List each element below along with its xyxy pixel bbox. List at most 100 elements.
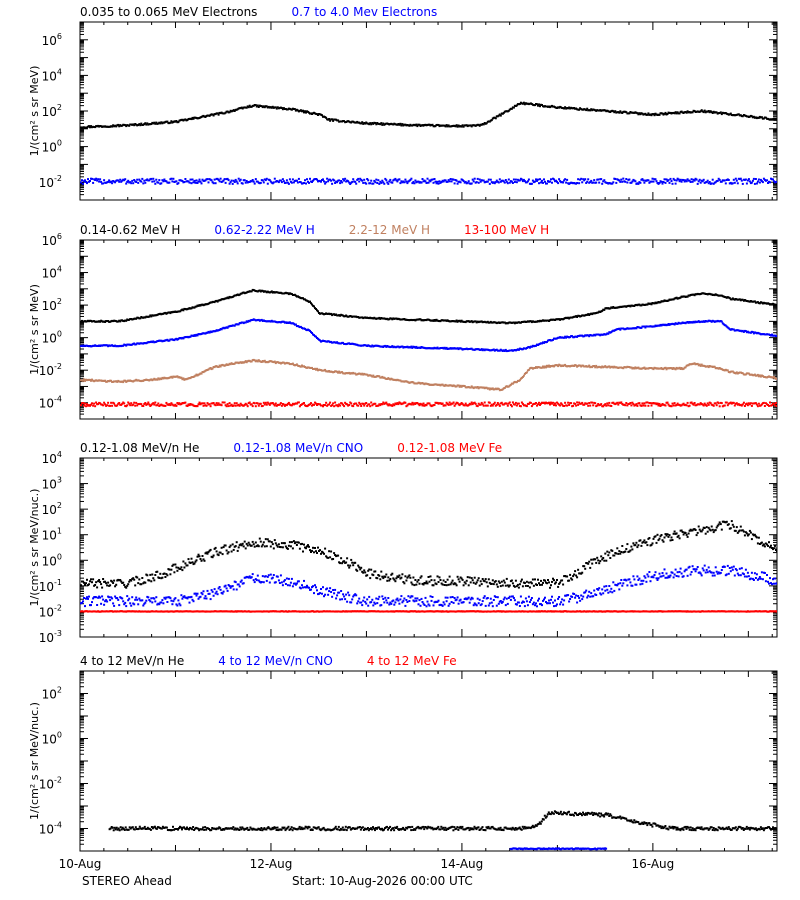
data-point [466, 181, 469, 184]
data-point [91, 177, 93, 180]
data-point [360, 405, 363, 407]
data-point [625, 327, 628, 330]
data-point [485, 122, 488, 125]
data-point [530, 405, 533, 408]
data-point [589, 404, 592, 407]
data-point [196, 334, 199, 337]
data-point [114, 404, 117, 407]
data-point [295, 179, 298, 182]
data-point [685, 404, 688, 407]
data-point [776, 405, 777, 407]
data-point [361, 121, 364, 124]
data-point [735, 371, 738, 374]
data-point [347, 120, 350, 123]
data-point [703, 402, 706, 405]
data-point [661, 182, 664, 185]
data-point [184, 401, 187, 404]
data-point [705, 181, 708, 183]
data-point [92, 181, 95, 184]
data-point [467, 180, 470, 183]
data-point [512, 178, 515, 181]
data-point [374, 181, 377, 184]
data-point [374, 402, 377, 405]
data-point [332, 402, 335, 405]
data-point [396, 180, 399, 183]
data-point [156, 404, 159, 407]
data-point [299, 181, 302, 184]
data-point [373, 179, 376, 182]
data-point [109, 404, 112, 407]
data-point [536, 103, 538, 106]
data-point [114, 344, 117, 347]
data-point [265, 177, 268, 180]
data-point [337, 119, 340, 122]
data-point [276, 106, 279, 109]
data-point [169, 573, 172, 576]
data-point [342, 341, 345, 344]
data-point [416, 125, 419, 128]
data-point [341, 181, 344, 184]
data-point [266, 401, 269, 404]
data-point [416, 347, 419, 349]
data-point [467, 404, 470, 407]
data-point [581, 181, 584, 184]
data-point [584, 178, 587, 181]
data-point [160, 403, 163, 406]
data-point [355, 182, 358, 185]
data-point [128, 402, 131, 405]
data-point [660, 404, 663, 407]
data-point [563, 107, 566, 110]
data-point [323, 340, 325, 342]
data-point [684, 366, 687, 369]
data-point [678, 366, 681, 369]
data-point [200, 182, 203, 185]
data-point [586, 402, 589, 405]
y-tick-label: 10-4 [39, 395, 62, 411]
data-point [700, 109, 703, 112]
data-point [750, 404, 753, 407]
data-point [555, 404, 557, 407]
data-point [585, 109, 588, 112]
data-point [745, 182, 748, 185]
data-point [230, 325, 233, 327]
data-point [511, 382, 514, 385]
data-point [129, 181, 132, 184]
data-point [233, 181, 236, 183]
data-point [302, 297, 304, 300]
data-point [370, 317, 373, 320]
data-point [574, 402, 577, 405]
data-point [693, 179, 696, 182]
data-point [188, 404, 191, 407]
data-point [338, 403, 341, 406]
data-point [620, 178, 623, 181]
data-point [455, 124, 458, 127]
data-point [98, 180, 101, 183]
data-point [299, 365, 302, 368]
y-tick-label: 10-2 [39, 603, 62, 619]
data-point [699, 364, 702, 367]
data-point [592, 404, 595, 407]
data-point [538, 401, 540, 404]
data-point [352, 178, 355, 181]
data-point [696, 362, 699, 365]
data-point [647, 404, 650, 407]
data-point [485, 386, 488, 389]
data-point [718, 294, 721, 297]
data-point [169, 121, 172, 124]
data-point [132, 577, 135, 580]
data-point [720, 320, 723, 323]
data-point [600, 178, 603, 181]
data-point [692, 403, 695, 406]
data-point [521, 102, 524, 105]
data-point [519, 405, 522, 408]
data-point [117, 123, 120, 126]
data-point [588, 364, 591, 367]
data-point [347, 180, 350, 183]
data-point [579, 178, 582, 181]
data-point [672, 177, 675, 180]
data-point [135, 181, 138, 183]
data-point [478, 178, 481, 181]
data-point [479, 180, 482, 183]
data-point [644, 404, 647, 407]
data-point [224, 181, 227, 184]
